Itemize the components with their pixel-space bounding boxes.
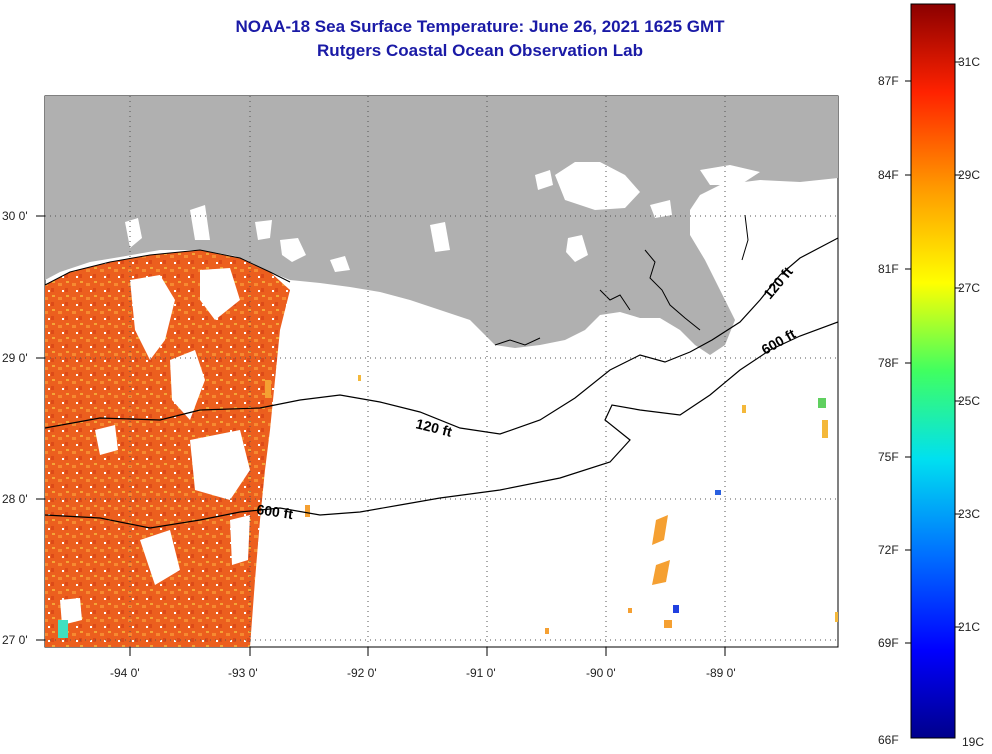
colorbar-c-label: 21C bbox=[958, 620, 980, 634]
lon-label: -89 0' bbox=[706, 666, 736, 680]
map-subtitle: Rutgers Coastal Ocean Observation Lab bbox=[317, 41, 643, 60]
colorbar-c-label: 31C bbox=[958, 55, 980, 69]
colorbar-f-label: 84F bbox=[878, 168, 899, 182]
colorbar-f-label: 81F bbox=[878, 262, 899, 276]
colorbar-c-label: 23C bbox=[958, 507, 980, 521]
map-title: NOAA-18 Sea Surface Temperature: June 26… bbox=[235, 17, 725, 36]
colorbar-f-label: 66F bbox=[878, 733, 899, 747]
lat-label: 28 0' bbox=[2, 492, 28, 506]
cloud-gaps bbox=[60, 268, 250, 625]
lat-label: 29 0' bbox=[2, 351, 28, 365]
axis-ticks bbox=[36, 215, 726, 656]
colorbar-c-label: 25C bbox=[958, 394, 980, 408]
lon-label: -93 0' bbox=[228, 666, 258, 680]
colorbar-c-label: 19C bbox=[962, 735, 984, 749]
sst-warm-region bbox=[45, 250, 290, 647]
contour-120ft bbox=[45, 237, 838, 435]
colorbar-f-label: 72F bbox=[878, 543, 899, 557]
contour-label-600ft-a: 600 ft bbox=[256, 501, 295, 522]
lon-label: -92 0' bbox=[347, 666, 377, 680]
lon-label: -94 0' bbox=[110, 666, 140, 680]
temperature-colorbar bbox=[910, 3, 956, 739]
colorbar-c-label: 27C bbox=[958, 281, 980, 295]
lat-label: 27 0' bbox=[2, 633, 28, 647]
graticule bbox=[45, 96, 838, 647]
colorbar-f-label: 75F bbox=[878, 450, 899, 464]
lon-label: -91 0' bbox=[466, 666, 496, 680]
lon-label: -90 0' bbox=[586, 666, 616, 680]
contour-600ft bbox=[45, 321, 838, 529]
sst-specks bbox=[58, 375, 838, 638]
delta-coastline bbox=[494, 214, 749, 346]
colorbar-ticks bbox=[905, 61, 961, 644]
colorbar-c-label: 29C bbox=[958, 168, 980, 182]
lat-label: 30 0' bbox=[2, 209, 28, 223]
coastline bbox=[45, 249, 291, 286]
colorbar-f-label: 78F bbox=[878, 356, 899, 370]
lakes bbox=[125, 162, 760, 272]
colorbar-f-label: 69F bbox=[878, 636, 899, 650]
colorbar-f-label: 87F bbox=[878, 74, 899, 88]
